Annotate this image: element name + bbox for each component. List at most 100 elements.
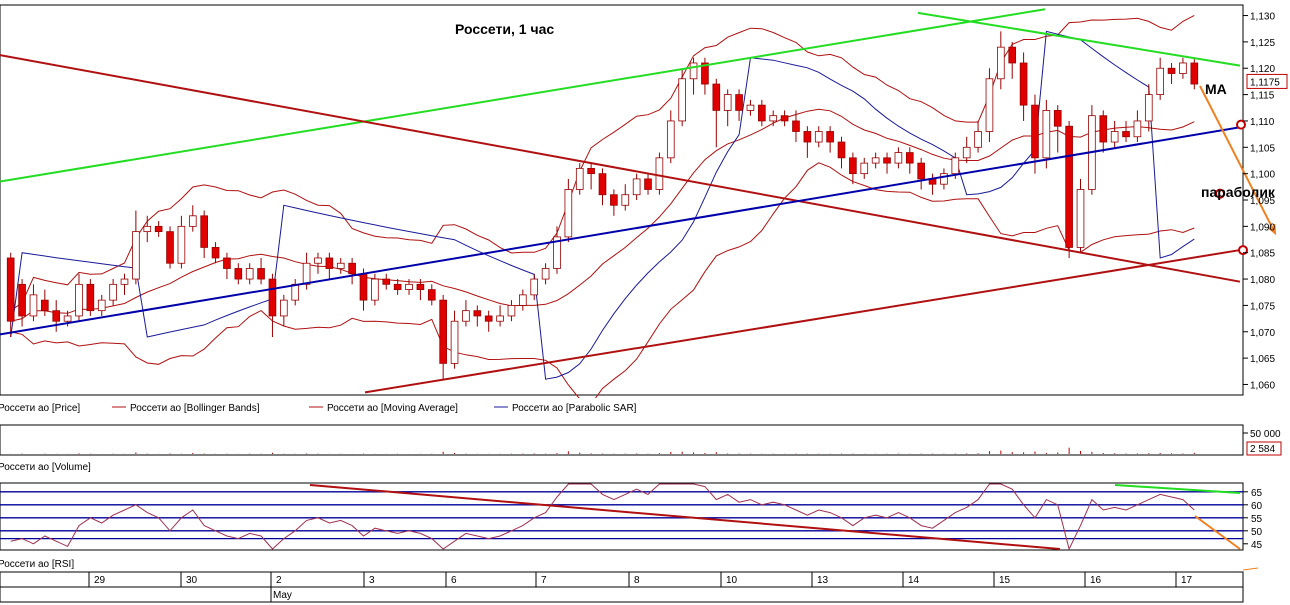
candle-body [644, 178, 652, 190]
candle-body [280, 299, 288, 317]
candle-body [530, 278, 539, 296]
candle-body [507, 305, 516, 317]
rsi-panel [0, 482, 1244, 551]
last-price-box [1246, 73, 1288, 89]
candle-body [1144, 94, 1153, 122]
candle-body [769, 115, 778, 122]
candle-body [689, 62, 698, 80]
candle-body [1133, 120, 1142, 138]
last-price-label: 1,1175 [1250, 77, 1280, 88]
parabolic-sar-line [10, 30, 1195, 380]
rsi-tick-label: 50 [1251, 527, 1263, 538]
date-tick-label: 30 [186, 575, 198, 586]
candle-body [86, 283, 95, 312]
price-tick-label: 1,075 [1250, 301, 1275, 312]
candle-body [564, 189, 573, 238]
legend-entry: Россети ао [Parabolic SAR] [512, 403, 637, 414]
date-tick-label: 10 [726, 575, 738, 586]
candle-body [655, 157, 664, 190]
date-tick-label: 8 [634, 575, 640, 586]
candle-body [917, 162, 925, 180]
candle-body [837, 141, 846, 159]
date-tick-label: 14 [908, 575, 920, 586]
green-channel-upper-line [0, 8, 1046, 183]
candle-body [439, 299, 447, 364]
candle-body [75, 283, 83, 317]
candle-body [997, 46, 1005, 80]
rsi-tick-label: 45 [1251, 540, 1263, 551]
candle-body [735, 94, 743, 111]
rsi-tick-label: 60 [1251, 501, 1263, 512]
candle-body [849, 157, 857, 175]
date-tick-label: 3 [369, 575, 375, 586]
target-marker [1215, 188, 1225, 199]
candle-body [894, 152, 903, 164]
candle-body [883, 157, 891, 164]
candle-body [41, 299, 49, 312]
annotation-ma: MA [1205, 81, 1227, 97]
candle-body [177, 225, 186, 264]
candle-body [120, 278, 129, 285]
price-tick-label: 1,080 [1250, 275, 1275, 286]
price-tick-label: 1,125 [1250, 38, 1275, 49]
candle-body [359, 273, 368, 301]
candle-body [701, 62, 709, 85]
candle-body [416, 283, 425, 290]
candle-body [678, 78, 686, 122]
red-channel-upper-line [0, 54, 1241, 283]
target-marker [1236, 119, 1246, 130]
rsi-green-line [1114, 484, 1241, 494]
candle-body [1122, 131, 1130, 138]
volume-label: Россети ао [Volume] [0, 462, 91, 473]
candle-body [803, 131, 812, 143]
candle-body [780, 115, 789, 122]
candle-body [1031, 104, 1039, 159]
price-tick-label: 1,100 [1250, 170, 1275, 181]
candle-body [1019, 62, 1028, 106]
date-tick-label: 6 [451, 575, 457, 586]
red-channel-lower-line [364, 249, 1241, 394]
volume-last-box [1246, 441, 1282, 456]
candle-body [541, 268, 550, 280]
forecast-arrow-head [1267, 223, 1277, 236]
moving-average-line [10, 108, 1195, 322]
candle-body [348, 262, 356, 275]
legend: Россети ао [Price] Россети ао [Bollinger … [0, 403, 637, 414]
date-tick-label: 15 [999, 575, 1011, 586]
candle-body [575, 167, 584, 190]
candle-body [1110, 131, 1119, 143]
volume-panel [0, 424, 1244, 456]
candle-body [792, 120, 800, 132]
bollinger-lower-line [10, 162, 1195, 405]
rsi-label: Россети ао [RSI] [0, 559, 74, 570]
candle-body [143, 225, 152, 233]
candle-body [826, 131, 834, 143]
candle-body [6, 257, 15, 322]
price-tick-label: 1,090 [1250, 222, 1275, 233]
volume-bars: 50 000 2 584 [10, 429, 1282, 456]
candle-body [223, 257, 231, 269]
candle-body [336, 262, 345, 269]
date-tick-label: 7 [541, 575, 547, 586]
candle-body [519, 294, 527, 306]
price-tick-label: 1,065 [1250, 354, 1275, 365]
candle-body [1179, 62, 1187, 74]
rsi-line [10, 483, 1195, 551]
candle-body [97, 299, 106, 312]
rsi-tick-label: 55 [1251, 514, 1263, 525]
price-tick-label: 1,070 [1250, 328, 1275, 339]
legend-entry: Россети ао [Price] [0, 403, 80, 414]
candle-body [1042, 110, 1051, 159]
candle-body [52, 310, 61, 322]
blue-support-line [0, 126, 1241, 336]
candle-body [371, 278, 379, 301]
candle-body [951, 157, 960, 175]
candle-body [723, 94, 732, 111]
forecast-arrow [1199, 85, 1276, 234]
candle-body [1008, 46, 1017, 64]
rsi-tick-label: 65 [1251, 488, 1263, 499]
rsi-indicator: 65 60 55 50 45 [0, 483, 1263, 571]
date-tick-label: 2 [276, 575, 282, 586]
trend-lines [0, 8, 1277, 394]
